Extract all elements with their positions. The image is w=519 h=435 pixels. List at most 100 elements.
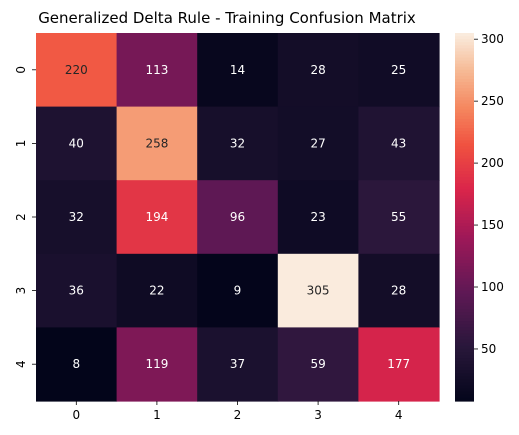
colorbar-segment (455, 51, 474, 56)
cell-value-label: 23 (310, 210, 325, 224)
colorbar-segment (455, 121, 474, 126)
colorbar-segment (455, 85, 474, 89)
heatmap-cell (358, 33, 440, 108)
colorbar-segment (455, 220, 474, 224)
colorbar-segment (455, 385, 474, 390)
colorbar-segment (455, 103, 474, 108)
cell-value-label: 32 (230, 136, 245, 150)
colorbar-tick-label: 300 (481, 32, 504, 46)
cell-value-label: 55 (391, 210, 406, 224)
colorbar-segment (455, 57, 474, 62)
colorbar-segment (455, 106, 474, 111)
heatmap-cell (358, 327, 440, 402)
colorbar-segment (455, 367, 474, 371)
x-tick-label: 4 (395, 408, 403, 422)
colorbar-segment (455, 266, 474, 270)
heatmap-cell (358, 180, 440, 255)
colorbar-segment (455, 109, 474, 114)
cell-value-label: 96 (230, 210, 245, 224)
colorbar-segment (455, 397, 474, 402)
colorbar-segment (455, 63, 474, 68)
colorbar-segment (455, 97, 474, 102)
heatmap-cell (277, 33, 359, 108)
colorbar-tick-label: 250 (481, 94, 504, 108)
y-tick-label: 0 (14, 66, 28, 74)
colorbar-segment (455, 321, 474, 325)
colorbar-segment (455, 226, 474, 230)
colorbar-segment (455, 299, 474, 304)
colorbar-segment (455, 180, 474, 184)
colorbar-segment (455, 171, 474, 175)
colorbar-segment (455, 223, 474, 227)
colorbar-segment (455, 284, 474, 289)
chart-title: Generalized Delta Rule - Training Confus… (38, 9, 416, 27)
cell-value-label: 194 (145, 210, 168, 224)
heatmap-cell (36, 33, 118, 108)
colorbar-segment (455, 256, 474, 261)
colorbar-segment (455, 327, 474, 332)
colorbar-segment (455, 161, 474, 166)
colorbar-segment (455, 336, 474, 341)
colorbar-segment (455, 118, 474, 123)
colorbar-segment (455, 155, 474, 160)
colorbar-segment (455, 183, 474, 187)
x-tick-label: 2 (234, 408, 242, 422)
heatmap-cell (36, 106, 118, 181)
x-tick-label: 1 (153, 408, 161, 422)
colorbar-segment (455, 134, 474, 138)
y-tick-label: 1 (14, 140, 28, 148)
heatmap-cell (277, 106, 359, 181)
colorbar-segment (455, 247, 474, 252)
colorbar-segment (455, 42, 474, 46)
heatmap-cell (277, 180, 359, 255)
colorbar-segment (455, 54, 474, 59)
colorbar-segment (455, 259, 474, 264)
colorbar-segment (455, 263, 474, 267)
cell-value-label: 43 (391, 136, 406, 150)
colorbar-segment (455, 281, 474, 286)
x-axis-ticks: 0 1 2 3 4 (72, 401, 403, 422)
colorbar-segment (455, 82, 474, 86)
colorbar-segment (455, 217, 474, 221)
cell-value-label: 220 (65, 63, 88, 77)
cell-value-label: 28 (310, 63, 325, 77)
cell-value-label: 37 (230, 357, 245, 371)
colorbar-segment (455, 235, 474, 240)
heatmap-cell (277, 327, 359, 402)
cell-value-label: 14 (230, 63, 245, 77)
colorbar-segment (455, 278, 474, 282)
cell-value-label: 119 (145, 357, 168, 371)
colorbar-segment (455, 358, 474, 362)
colorbar-segment (455, 379, 474, 384)
heatmap-cell (358, 253, 440, 328)
heatmap-cell (358, 106, 440, 181)
colorbar-segment (455, 315, 474, 319)
cell-value-label: 9 (234, 284, 242, 298)
colorbar-segment (455, 370, 474, 374)
heatmap-cell (277, 253, 359, 328)
heatmap-cell (197, 253, 279, 328)
colorbar-segment (455, 94, 474, 98)
colorbar-segment (455, 361, 474, 365)
colorbar-segment (455, 376, 474, 381)
colorbar-tick-label: 50 (481, 342, 496, 356)
colorbar-segment (455, 232, 474, 236)
cell-value-label: 8 (72, 357, 80, 371)
colorbar-segment (455, 253, 474, 258)
y-tick-label: 3 (14, 287, 28, 295)
colorbar-segment (455, 269, 474, 273)
cell-value-label: 59 (310, 357, 325, 371)
colorbar-segment (455, 290, 474, 295)
colorbar-segment (455, 364, 474, 368)
heatmap-cell (116, 33, 198, 108)
colorbar-segment (455, 204, 474, 209)
heatmap-cell (197, 327, 279, 402)
cell-value-label: 25 (391, 63, 406, 77)
colorbar-segment (455, 186, 474, 190)
colorbar-segment (455, 207, 474, 212)
colorbar-segment (455, 125, 474, 129)
colorbar-segment (455, 391, 474, 396)
heatmap-cell (36, 180, 118, 255)
colorbar-segment (455, 198, 474, 203)
colorbar-segment (455, 238, 474, 243)
